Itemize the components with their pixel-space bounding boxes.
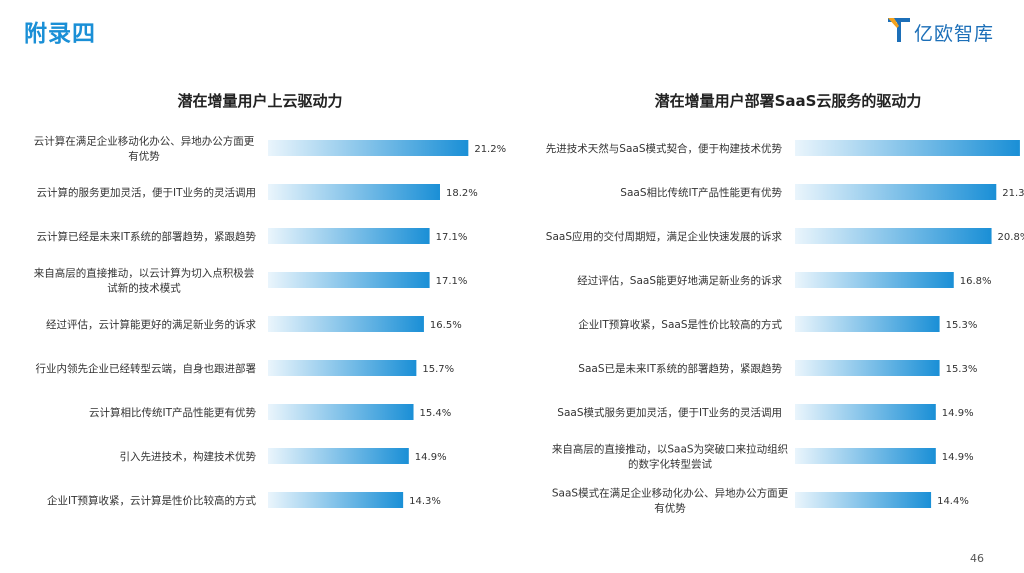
left-category-label-5: 行业内领先企业已经转型云端，自身也跟进部署 [36,362,257,375]
left-value-label-1: 18.2% [446,188,478,199]
right-value-label-1: 21.3% [1002,188,1024,199]
left-bar-5 [268,360,417,376]
right-value-label-7: 14.9% [942,452,974,463]
right-value-label-6: 14.9% [942,408,974,419]
left-bar-8 [268,492,404,508]
left-value-label-0: 21.2% [474,144,506,155]
left-value-label-7: 14.9% [415,452,447,463]
left-value-label-5: 15.7% [422,364,454,375]
left-bar-6 [268,404,414,420]
left-category-label-8: 企业IT预算收紧，云计算是性价比较高的方式 [47,494,257,507]
right-value-label-2: 20.8% [998,232,1024,243]
brand-logo: 亿欧智库 [886,14,1006,48]
left-value-label-3: 17.1% [436,276,468,287]
right-value-label-4: 15.3% [946,320,978,331]
right-bar-1 [795,184,997,200]
right-category-label-7: 来自高层的直接推动，以SaaS为突破口来拉动组织的数字化转型尝试 [552,443,788,471]
right-bar-8 [795,492,932,508]
right-bar-2 [795,228,992,244]
left-bar-3 [268,272,430,288]
right-bar-4 [795,316,940,332]
left-value-label-4: 16.5% [430,320,462,331]
left-category-label-6: 云计算相比传统IT产品性能更有优势 [89,406,257,419]
left-category-label-2: 云计算已经是未来IT系统的部署趋势，紧跟趋势 [36,230,256,243]
left-category-label-1: 云计算的服务更加灵活，便于IT业务的灵活调用 [36,186,256,199]
right-bar-5 [795,360,940,376]
yiou-logo-icon [888,18,910,42]
right-category-label-3: 经过评估，SaaS能更好地满足新业务的诉求 [577,274,782,287]
left-value-label-8: 14.3% [409,496,441,507]
left-bar-4 [268,316,424,332]
right-chart-title: 潜在增量用户部署SaaS云服务的驱动力 [654,92,922,110]
left-value-label-2: 17.1% [436,232,468,243]
right-value-label-3: 16.8% [960,276,992,287]
right-category-label-1: SaaS相比传统IT产品性能更有优势 [620,186,782,199]
left-category-label-3: 来自高层的直接推动，以云计算为切入点积极尝试新的技术模式 [34,267,255,295]
left-value-label-6: 15.4% [420,408,452,419]
right-category-label-2: SaaS应用的交付周期短，满足企业快速发展的诉求 [546,230,783,243]
right-category-label-6: SaaS模式服务更加灵活，便于IT业务的灵活调用 [557,406,782,419]
right-bar-3 [795,272,954,288]
left-bar-7 [268,448,409,464]
page-title: 附录四 [24,21,96,47]
right-category-label-4: 企业IT预算收紧，SaaS是性价比较高的方式 [578,318,782,331]
right-value-label-8: 14.4% [937,496,969,507]
left-category-label-4: 经过评估，云计算能更好的满足新业务的诉求 [46,318,256,331]
left-chart-title: 潜在增量用户上云驱动力 [177,92,343,110]
left-bar-2 [268,228,430,244]
left-bar-1 [268,184,440,200]
right-category-label-0: 先进技术天然与SaaS模式契合，便于构建技术优势 [546,142,783,155]
page-number: 46 [970,552,984,565]
left-category-label-7: 引入先进技术，构建技术优势 [120,450,257,463]
left-bar-0 [268,140,469,156]
left-category-label-0: 云计算在满足企业移动化办公、异地办公方面更有优势 [34,135,255,163]
brand-name: 亿欧智库 [914,23,995,45]
right-bar-7 [795,448,936,464]
right-category-label-8: SaaS模式在满足企业移动化办公、异地办公方面更有优势 [552,487,789,515]
right-value-label-5: 15.3% [946,364,978,375]
right-bar-0 [795,140,1020,156]
right-bar-6 [795,404,936,420]
right-category-label-5: SaaS已是未来IT系统的部署趋势，紧跟趋势 [578,362,782,375]
